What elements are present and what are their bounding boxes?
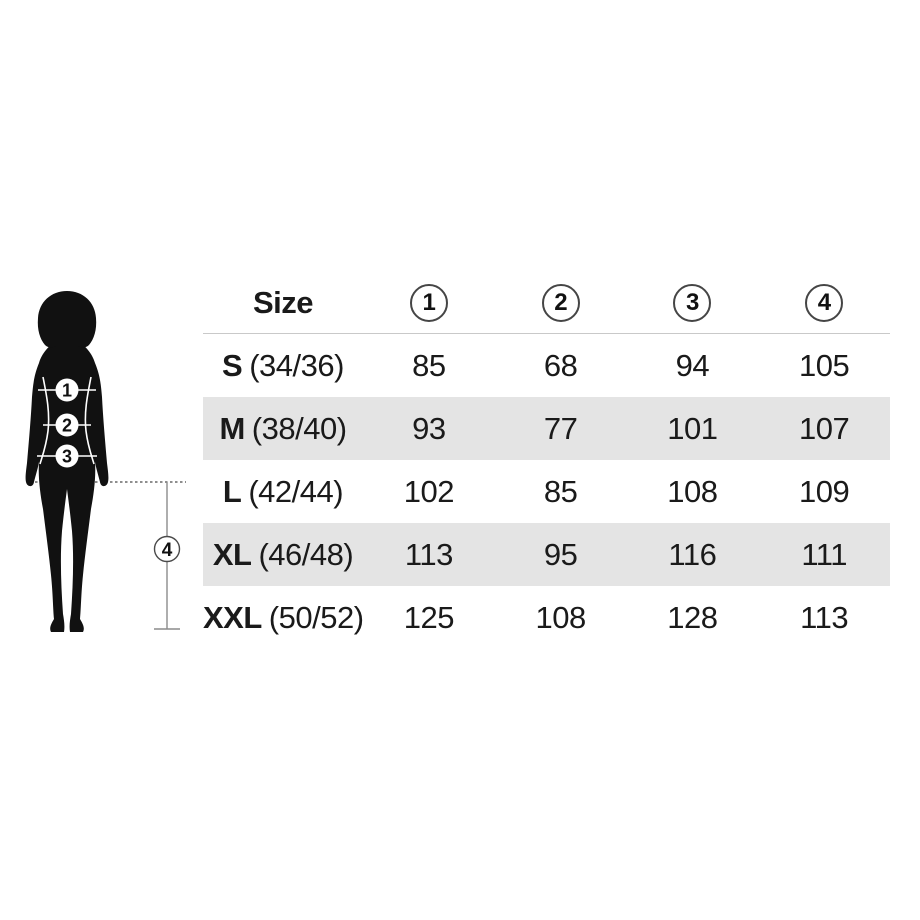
measure-column-4-header: 4 <box>758 283 890 322</box>
value-cell: 95 <box>543 537 578 572</box>
value-cell: 108 <box>667 474 718 509</box>
female-silhouette <box>25 325 109 632</box>
table-row-xl: XL (46/48) 113 95 116 111 <box>203 523 890 586</box>
measure-point-4-icon: 4 <box>153 535 181 563</box>
value-cell: 107 <box>799 411 850 446</box>
size-label: M (38/40) <box>203 413 363 444</box>
svg-text:1: 1 <box>62 381 72 401</box>
size-label: XL (46/48) <box>203 539 363 570</box>
circled-3-icon: 3 <box>673 283 712 322</box>
size-table-header: Size 1 2 3 4 <box>203 272 890 334</box>
size-code: XL <box>212 537 252 572</box>
measure-point-2-icon: 2 <box>55 413 79 437</box>
left-arm-gap <box>39 376 50 465</box>
measure-column-2-header: 2 <box>495 283 627 322</box>
measure-point-1-icon: 1 <box>55 378 79 402</box>
value-cell: 108 <box>535 600 587 635</box>
svg-text:2: 2 <box>62 416 72 436</box>
table-row-s: S (34/36) 85 68 94 105 <box>203 334 890 397</box>
size-code: XXL <box>203 600 262 635</box>
value-cell: 94 <box>675 348 710 383</box>
size-column-header: Size <box>252 285 314 320</box>
value-cell: 111 <box>801 537 847 572</box>
circled-2-icon: 2 <box>541 283 580 322</box>
right-arm-gap <box>84 376 95 465</box>
size-range: (38/40) <box>251 411 347 446</box>
size-range: (46/48) <box>258 537 354 572</box>
value-cell: 101 <box>667 411 718 446</box>
value-cell: 68 <box>543 348 578 383</box>
value-cell: 77 <box>543 411 578 446</box>
size-label: S (34/36) <box>203 350 363 381</box>
value-cell: 93 <box>412 411 446 446</box>
size-range: (50/52) <box>268 600 364 635</box>
svg-text:3: 3 <box>62 447 72 467</box>
value-cell: 85 <box>543 474 578 509</box>
measure-column-3-header: 3 <box>627 283 759 322</box>
measure-point-3-icon: 3 <box>55 444 79 468</box>
value-cell: 85 <box>412 348 446 383</box>
circled-4-icon: 4 <box>805 283 844 322</box>
size-code: L <box>222 474 242 509</box>
measure-column-1-header: 1 <box>363 283 495 322</box>
female-silhouette-figure: 1 2 3 4 <box>25 291 186 632</box>
value-cell: 125 <box>403 600 455 635</box>
table-row-m: M (38/40) 93 77 101 107 <box>203 397 890 460</box>
value-cell: 113 <box>800 600 849 635</box>
value-cell: 102 <box>403 474 455 509</box>
table-row-xxl: XXL (50/52) 125 108 128 113 <box>203 586 890 649</box>
value-cell: 109 <box>799 474 850 509</box>
size-range: (34/36) <box>249 348 344 383</box>
value-cell: 128 <box>667 600 718 635</box>
table-row-l: L (42/44) 102 85 108 109 <box>203 460 890 523</box>
size-label: XXL (50/52) <box>203 600 364 635</box>
size-code: M <box>219 411 245 446</box>
value-cell: 113 <box>404 537 453 572</box>
size-label: L (42/44) <box>203 476 363 507</box>
figure-panel: 1 2 3 4 <box>10 285 190 640</box>
circled-1-icon: 1 <box>409 283 448 322</box>
value-cell: 105 <box>799 348 850 383</box>
size-table: Size 1 2 3 4 S (34/36) 85 68 94 105 <box>203 272 890 649</box>
svg-text:4: 4 <box>162 540 173 561</box>
value-cell: 116 <box>668 537 717 572</box>
size-range: (42/44) <box>248 474 344 509</box>
size-code: S <box>222 348 243 383</box>
hair <box>37 291 97 348</box>
